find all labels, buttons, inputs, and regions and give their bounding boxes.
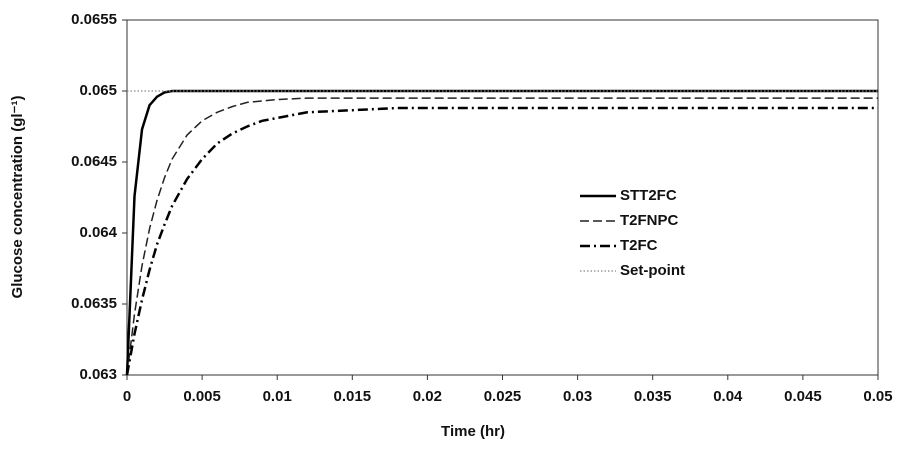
series-line (125, 106, 878, 376)
x-tick-label: 0.01 (263, 388, 292, 405)
x-tick-label: 0.04 (713, 388, 743, 405)
y-tick-label: 0.063 (79, 366, 117, 383)
legend-label: T2FNPC (620, 212, 679, 229)
x-tick-label: 0.05 (863, 388, 892, 405)
x-axis-label: Time (hr) (441, 423, 505, 440)
x-tick-label: 0.015 (334, 388, 372, 405)
series-line (125, 89, 878, 376)
series-line (126, 97, 878, 376)
y-axis-label: Glucose concentration (gl⁻¹) (9, 96, 26, 299)
legend-label: STT2FC (620, 187, 677, 204)
y-tick-label: 0.0635 (71, 295, 117, 312)
x-tick-label: 0.005 (183, 388, 221, 405)
x-tick-label: 0.035 (634, 388, 672, 405)
x-tick-label: 0.03 (563, 388, 592, 405)
x-tick-label: 0 (123, 388, 131, 405)
legend-label: Set-point (620, 262, 685, 279)
plot-frame (126, 19, 879, 376)
y-tick-label: 0.0655 (71, 11, 117, 28)
y-tick-label: 0.065 (79, 82, 117, 99)
x-tick-label: 0.025 (484, 388, 522, 405)
legend-label: T2FC (620, 237, 658, 254)
y-tick-label: 0.064 (79, 224, 117, 241)
x-tick-label: 0.02 (413, 388, 442, 405)
x-tick-label: 0.045 (784, 388, 822, 405)
y-tick-label: 0.0645 (71, 153, 117, 170)
